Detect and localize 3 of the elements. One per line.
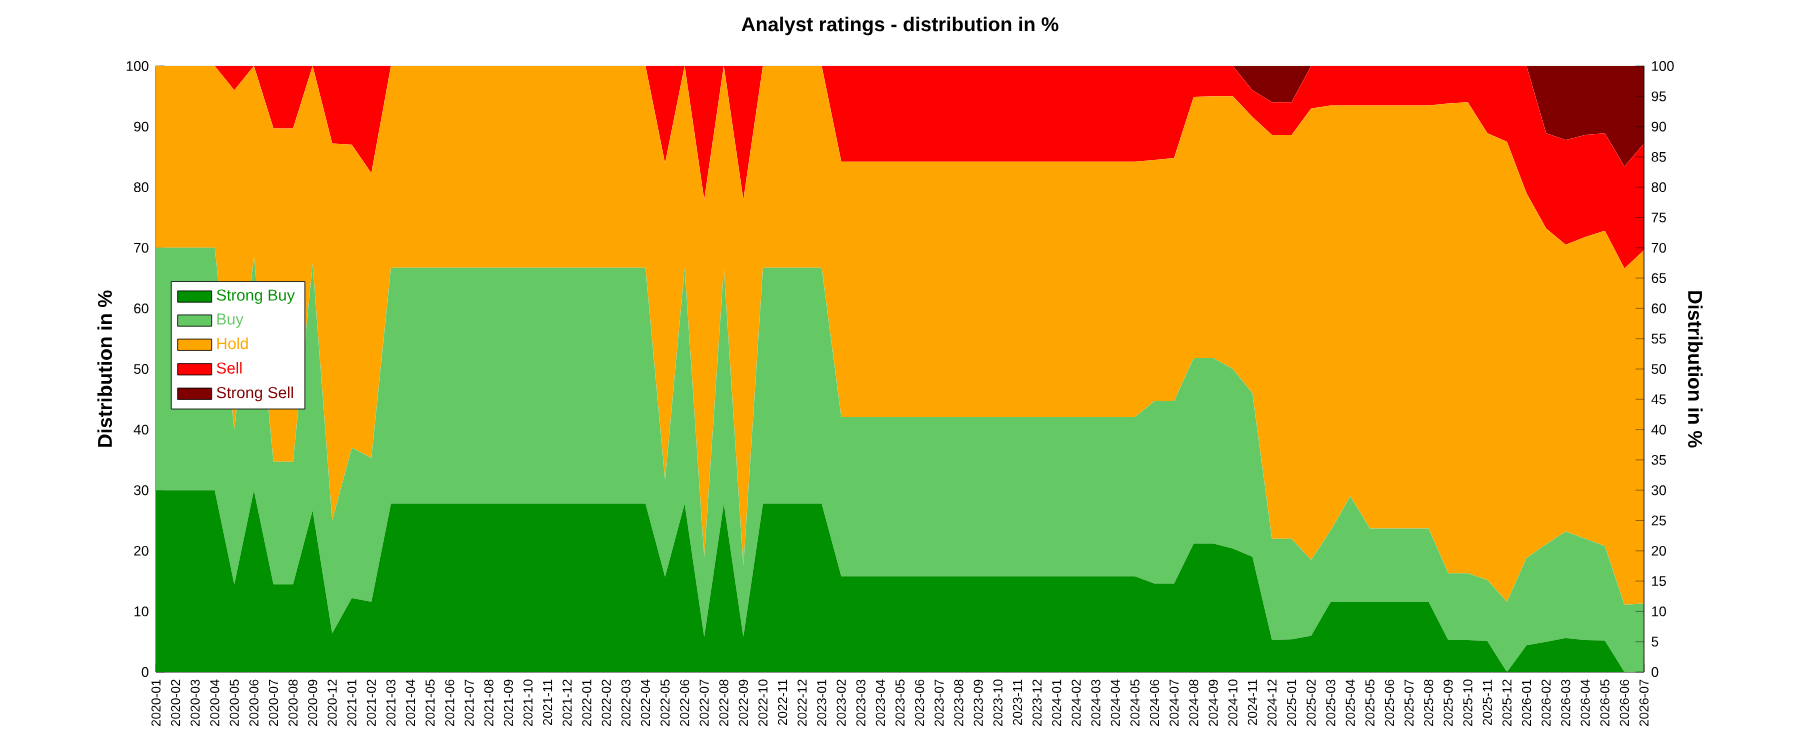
chart-title: Analyst ratings - distribution in % xyxy=(741,16,1059,36)
y-axis-title: Distribution in % xyxy=(97,290,112,447)
y2-axis-title: Distribution in % xyxy=(1688,291,1703,448)
